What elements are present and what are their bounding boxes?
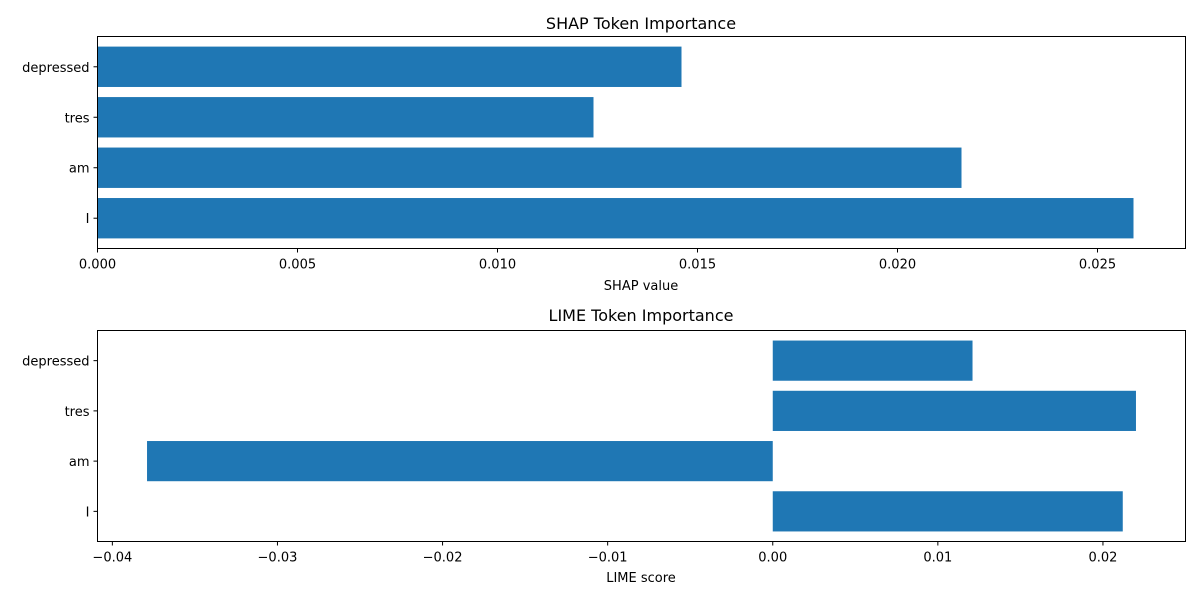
- lime-bar-am: [147, 441, 773, 482]
- shap-x-ticks: 0.000 0.005 0.010 0.015 0.020 0.025: [79, 248, 1116, 273]
- lime-bars: [147, 340, 1136, 532]
- shap-y-tick-label: am: [69, 162, 90, 177]
- lime-chart-title: LIME Token Importance: [549, 306, 734, 325]
- shap-y-tick-label: depressed: [22, 61, 89, 76]
- lime-bar-i: [772, 491, 1123, 532]
- lime-y-tick-label: depressed: [22, 355, 89, 370]
- shap-x-tick-label: 0.005: [279, 258, 316, 273]
- shap-y-ticks: Iam tres depressed: [22, 61, 98, 227]
- lime-y-tick-label: tres: [65, 405, 90, 420]
- lime-x-tick-label: −0.01: [588, 551, 628, 566]
- shap-x-tick-label: 0.025: [1079, 258, 1116, 273]
- lime-x-tick-label: −0.02: [423, 551, 463, 566]
- lime-x-tick-label: 0.02: [1088, 551, 1117, 566]
- lime-bar-depressed: [772, 340, 973, 381]
- lime-plot-frame: [97, 330, 1186, 542]
- shap-bars: [97, 46, 1134, 239]
- shap-bar-depressed: [97, 46, 682, 87]
- shap-y-tick-label: I: [86, 212, 90, 227]
- shap-plot-frame: [97, 36, 1186, 249]
- shap-y-tick-label: tres: [65, 111, 90, 126]
- lime-bar-tres: [772, 390, 1136, 431]
- shap-bar-i: [97, 198, 1134, 239]
- shap-x-tick-label: 0.015: [679, 258, 716, 273]
- lime-y-tick-label: I: [86, 505, 90, 520]
- lime-x-tick-label: −0.04: [92, 551, 132, 566]
- lime-x-ticks: −0.04 −0.03 −0.02 −0.01 0.00 0.01 0.02: [92, 541, 1117, 566]
- shap-x-tick-label: 0.000: [79, 258, 116, 273]
- shap-chart: SHAP Token Importance Iam tres depressed 0…: [22, 14, 1186, 294]
- lime-x-axis-label: LIME score: [606, 571, 676, 586]
- lime-y-tick-label: am: [69, 455, 90, 470]
- lime-x-tick-label: −0.03: [258, 551, 298, 566]
- shap-chart-title: SHAP Token Importance: [546, 14, 736, 33]
- lime-x-tick-label: 0.00: [758, 551, 787, 566]
- lime-y-ticks: Iam tres depressed: [22, 355, 98, 520]
- shap-bar-am: [97, 147, 962, 188]
- shap-x-axis-label: SHAP value: [604, 279, 678, 294]
- shap-x-tick-label: 0.020: [879, 258, 916, 273]
- shap-x-tick-label: 0.010: [479, 258, 516, 273]
- lime-chart: LIME Token Importance Iam tres depressed −…: [22, 306, 1186, 586]
- shap-bar-tres: [97, 97, 594, 138]
- lime-x-tick-label: 0.01: [923, 551, 952, 566]
